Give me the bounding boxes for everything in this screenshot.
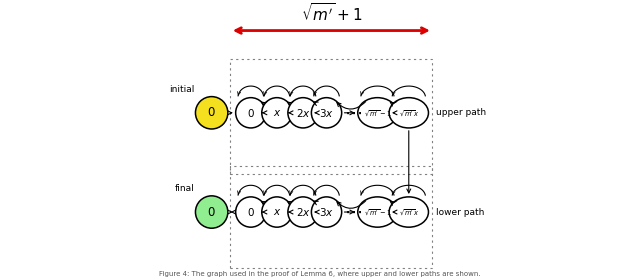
Ellipse shape — [236, 197, 266, 227]
Text: $0$: $0$ — [207, 205, 216, 219]
Ellipse shape — [358, 98, 397, 128]
Ellipse shape — [195, 97, 228, 129]
Text: $\sqrt{m'}-1$: $\sqrt{m'}-1$ — [364, 207, 392, 217]
Text: $0$: $0$ — [207, 106, 216, 119]
Ellipse shape — [262, 98, 292, 128]
Ellipse shape — [262, 197, 292, 227]
Text: upper path: upper path — [436, 108, 486, 117]
Text: $0$: $0$ — [247, 107, 255, 119]
Ellipse shape — [288, 98, 318, 128]
Ellipse shape — [236, 98, 266, 128]
Text: $\sqrt{m'} + 1$: $\sqrt{m'} + 1$ — [301, 2, 362, 24]
Text: $x$: $x$ — [273, 207, 281, 217]
Ellipse shape — [312, 197, 342, 227]
Ellipse shape — [389, 98, 428, 128]
Text: $\cdots$: $\cdots$ — [344, 104, 362, 122]
Text: $\cdots$: $\cdots$ — [344, 203, 362, 221]
Text: $\sqrt{m'}x$: $\sqrt{m'}x$ — [399, 108, 419, 118]
Ellipse shape — [312, 98, 342, 128]
Text: initial: initial — [169, 85, 194, 94]
Ellipse shape — [358, 197, 397, 227]
Text: final: final — [174, 184, 194, 193]
Text: $2x$: $2x$ — [296, 206, 310, 218]
Text: $3x$: $3x$ — [319, 206, 334, 218]
Ellipse shape — [288, 197, 318, 227]
Bar — [230, 59, 432, 174]
Text: $0$: $0$ — [247, 206, 255, 218]
Ellipse shape — [195, 196, 228, 228]
Text: $\sqrt{m'}x$: $\sqrt{m'}x$ — [399, 207, 419, 217]
Text: lower path: lower path — [436, 207, 484, 217]
Text: $\sqrt{m'}-1$: $\sqrt{m'}-1$ — [364, 108, 392, 118]
Ellipse shape — [389, 197, 428, 227]
Bar — [230, 166, 432, 268]
Text: $x$: $x$ — [273, 108, 281, 118]
Text: $2x$: $2x$ — [296, 107, 310, 119]
Text: $3x$: $3x$ — [319, 107, 334, 119]
Text: Figure 4: The graph used in the proof of Lemma 6, where upper and lower paths ar: Figure 4: The graph used in the proof of… — [159, 271, 481, 277]
